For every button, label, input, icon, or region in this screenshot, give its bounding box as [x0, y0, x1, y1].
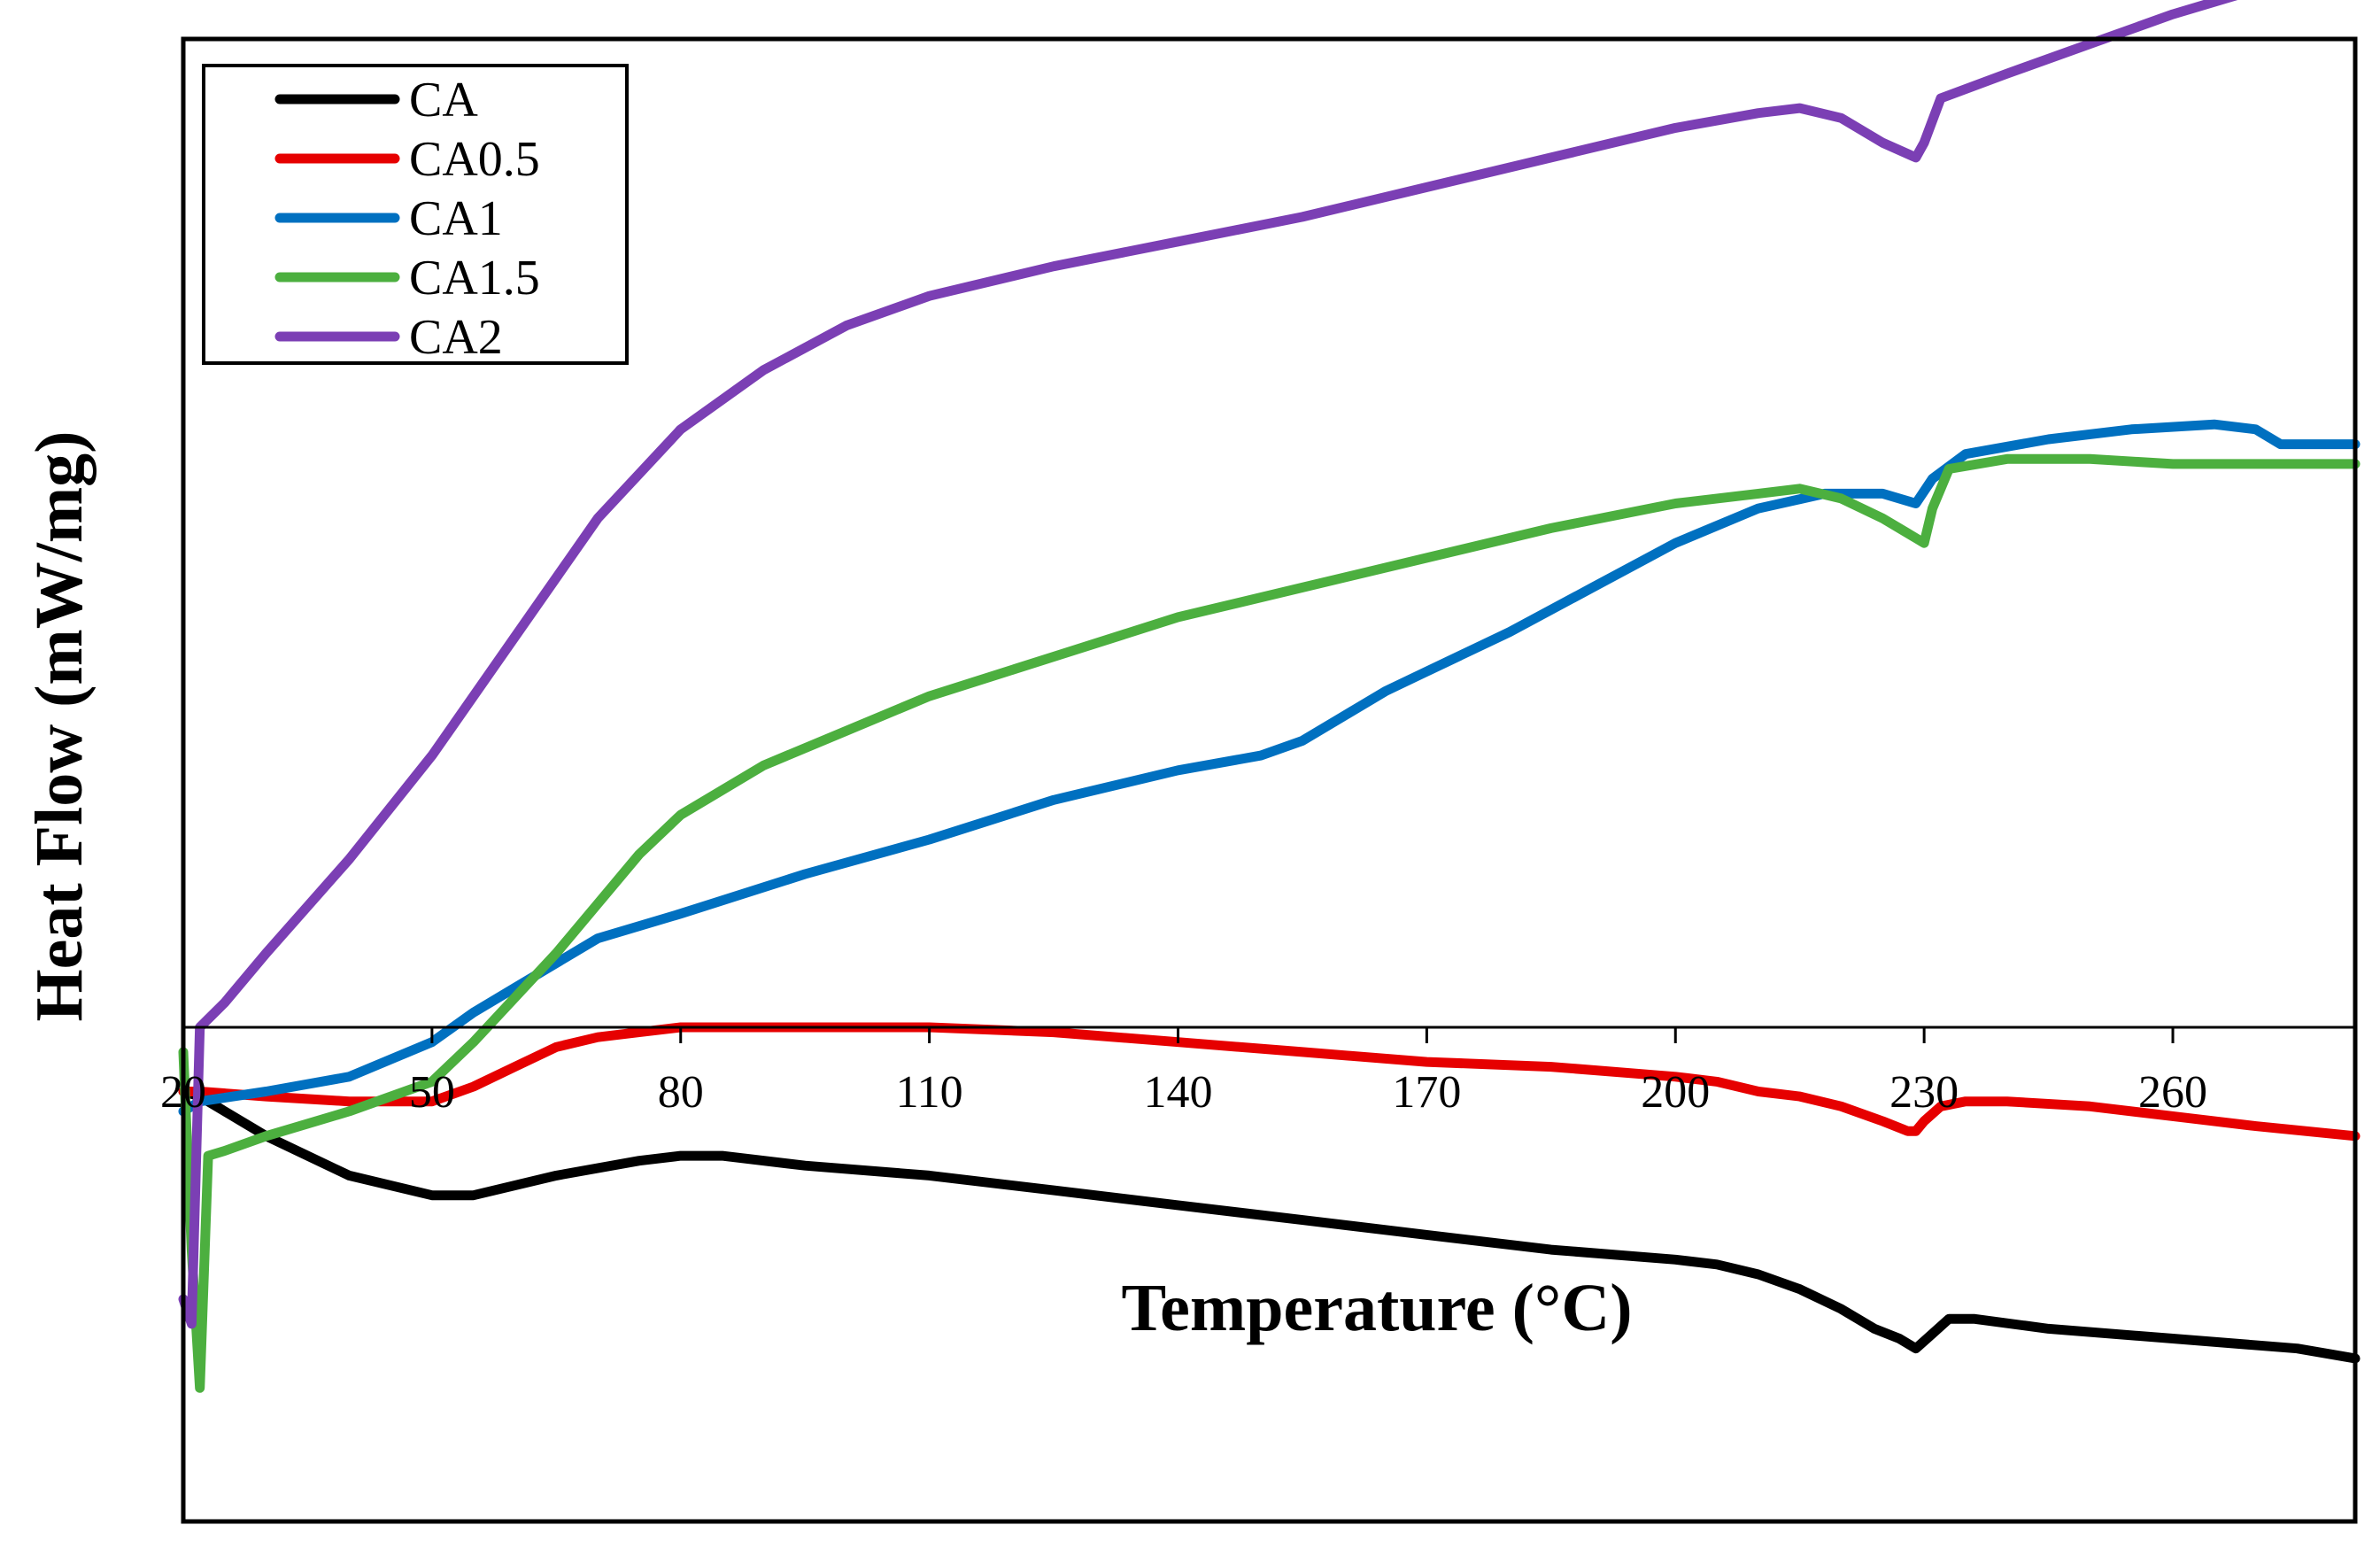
x-tick-label: 170 [1392, 1067, 1461, 1118]
y-axis-title: Heat Flow (mW/mg) [22, 431, 97, 1022]
series-line-ca1-5 [178, 453, 2361, 1393]
legend-box [202, 64, 629, 365]
series-line-ca1 [178, 419, 2361, 1117]
plot-frame [181, 36, 2358, 1524]
series-layer [178, 0, 2361, 1393]
legend-label: CA [409, 73, 478, 128]
x-tick-label: 230 [1889, 1067, 1959, 1118]
x-tick-label: 260 [2138, 1067, 2207, 1118]
x-axis-title: Temperature (°C) [1121, 1271, 1632, 1345]
x-tick-label: 50 [409, 1067, 455, 1118]
legend-label: CA0.5 [409, 132, 540, 187]
x-tick-label: 80 [658, 1067, 704, 1118]
x-tick-label: 200 [1641, 1067, 1710, 1118]
series-line-ca0-5 [178, 1022, 2361, 1142]
x-tick-label: 140 [1144, 1067, 1213, 1118]
x-tick-label: 110 [896, 1067, 963, 1118]
legend-label: CA2 [409, 310, 503, 365]
legend-label: CA1.5 [409, 251, 540, 306]
series-line-ca2 [178, 0, 2238, 1329]
series-line-ca [178, 1087, 2361, 1364]
legend-label: CA1 [409, 191, 503, 246]
